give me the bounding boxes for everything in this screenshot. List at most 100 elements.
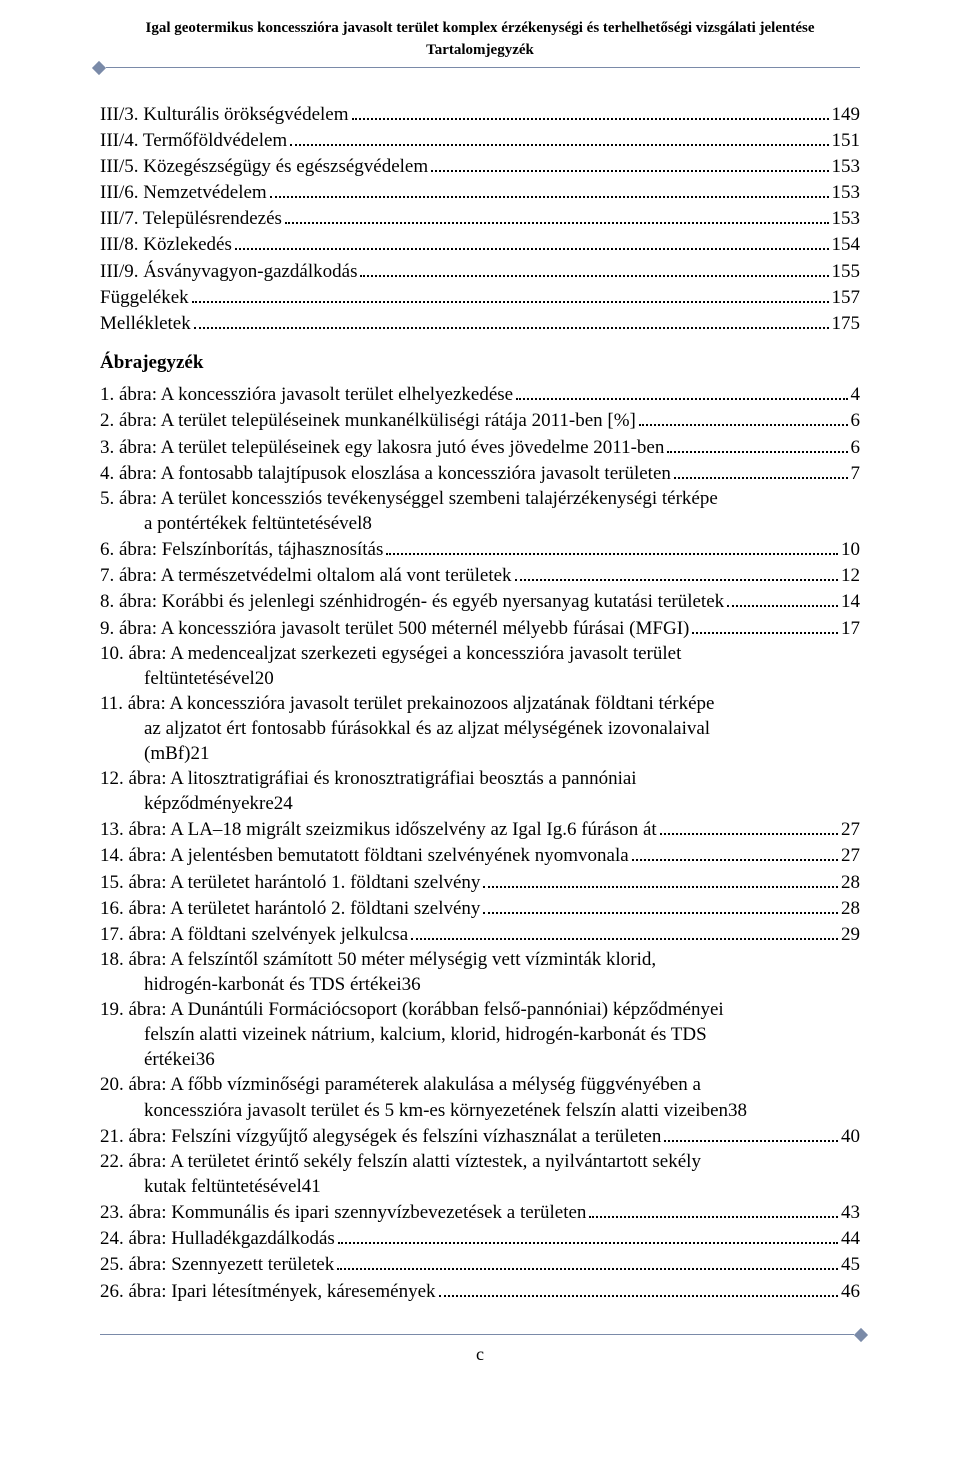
dot-leader xyxy=(639,407,848,426)
toc-entry: III/9. Ásványvagyon-gazdálkodás 155 xyxy=(100,258,860,284)
figure-entry-label: 15. ábra: A területet harántoló 1. földt… xyxy=(100,870,480,895)
figure-entry-label: 1. ábra: A koncesszióra javasolt terület… xyxy=(100,382,513,407)
figure-entry-page: 36 xyxy=(402,972,421,997)
figure-entry-page: 40 xyxy=(841,1124,860,1149)
figure-entry: 4. ábra: A fontosabb talajtípusok eloszl… xyxy=(100,460,860,486)
figure-entry: 26. ábra: Ipari létesítmények, káresemén… xyxy=(100,1277,860,1303)
toc-entry: III/7. Településrendezés 153 xyxy=(100,205,860,231)
dot-leader xyxy=(632,842,838,861)
toc-entry-label: III/5. Közegészségügy és egészségvédelem xyxy=(100,154,428,179)
toc-entry: Függelékek157 xyxy=(100,284,860,310)
toc-entry-label: III/8. Közlekedés xyxy=(100,232,232,257)
figure-entry-page: 6 xyxy=(851,408,861,433)
figure-entry-page: 43 xyxy=(841,1200,860,1225)
toc-entry-page: 151 xyxy=(832,128,861,153)
toc-entry-page: 155 xyxy=(832,259,861,284)
figure-entry-page: 27 xyxy=(841,817,860,842)
figure-entry-lastline: kutak feltüntetésével41 xyxy=(100,1174,860,1199)
dot-leader xyxy=(270,179,829,198)
figure-entry-label: 3. ábra: A terület településeinek egy la… xyxy=(100,435,664,460)
toc-figure-list: 1. ábra: A koncesszióra javasolt terület… xyxy=(100,381,860,1304)
toc-entry-page: 153 xyxy=(832,154,861,179)
toc-entry-page: 154 xyxy=(832,232,861,257)
dot-leader xyxy=(660,816,838,835)
figure-entry: 12. ábra: A litosztratigráfiai és kronos… xyxy=(100,766,860,816)
figure-entry-label: 6. ábra: Felszínborítás, tájhasznosítás xyxy=(100,537,383,562)
figure-entry-page: 8 xyxy=(362,511,372,536)
figure-entry-label: 11. ábra: A koncesszióra javasolt terüle… xyxy=(100,691,860,716)
figure-entry-page: 21 xyxy=(190,741,209,766)
page-header: Igal geotermikus koncesszióra javasolt t… xyxy=(100,18,860,61)
dot-leader xyxy=(692,614,838,633)
dot-leader xyxy=(483,895,838,914)
toc-entry-page: 175 xyxy=(832,311,861,336)
figure-entry-label: 13. ábra: A LA–18 migrált szeizmikus idő… xyxy=(100,817,657,842)
figure-entry-page: 28 xyxy=(841,870,860,895)
toc-entry-label: III/4. Termőföldvédelem xyxy=(100,128,287,153)
dot-leader xyxy=(192,284,829,303)
figure-entry: 2. ábra: A terület településeinek munkan… xyxy=(100,407,860,433)
figure-entry-page: 20 xyxy=(255,666,274,691)
dot-leader xyxy=(386,536,838,555)
header-subtitle: Tartalomjegyzék xyxy=(100,40,860,60)
figure-entry-label: 22. ábra: A területet érintő sekély fels… xyxy=(100,1149,860,1174)
figure-entry: 21. ábra: Felszíni vízgyűjtő alegységek … xyxy=(100,1123,860,1149)
toc-entry: III/6. Nemzetvédelem153 xyxy=(100,179,860,205)
figure-entry-page: 46 xyxy=(841,1279,860,1304)
figure-entry-page: 28 xyxy=(841,896,860,921)
figure-entry-label: 21. ábra: Felszíni vízgyűjtő alegységek … xyxy=(100,1124,661,1149)
figure-entry-page: 29 xyxy=(841,922,860,947)
document-page: Igal geotermikus koncesszióra javasolt t… xyxy=(0,0,960,1459)
figure-entry-label: 20. ábra: A főbb vízminőségi paraméterek… xyxy=(100,1072,860,1097)
figure-entry: 5. ábra: A terület koncessziós tevékenys… xyxy=(100,486,860,536)
dot-leader xyxy=(483,869,838,888)
figure-entry-label: 23. ábra: Kommunális és ipari szennyvízb… xyxy=(100,1200,586,1225)
figure-entry-label: 2. ábra: A terület településeinek munkan… xyxy=(100,408,636,433)
figure-entry: 18. ábra: A felszíntől számított 50 méte… xyxy=(100,947,860,997)
figure-entry-label: 24. ábra: Hulladékgazdálkodás xyxy=(100,1226,335,1251)
figure-entry: 8. ábra: Korábbi és jelenlegi szénhidrog… xyxy=(100,588,860,614)
dot-leader xyxy=(516,381,847,400)
figure-entry: 22. ábra: A területet érintő sekély fels… xyxy=(100,1149,860,1199)
figure-entry-label: 9. ábra: A koncesszióra javasolt terület… xyxy=(100,616,689,641)
toc-entry-label: III/9. Ásványvagyon-gazdálkodás xyxy=(100,259,357,284)
figure-entry-lastline: koncesszióra javasolt terület és 5 km-es… xyxy=(100,1098,860,1123)
figure-entry-page: 6 xyxy=(851,435,861,460)
dot-leader xyxy=(664,1123,838,1142)
figure-entry: 25. ábra: Szennyezett területek45 xyxy=(100,1251,860,1277)
figure-entry: 11. ábra: A koncesszióra javasolt terüle… xyxy=(100,691,860,766)
figure-entry: 20. ábra: A főbb vízminőségi paraméterek… xyxy=(100,1072,860,1122)
figure-entry-label: 26. ábra: Ipari létesítmények, káresemén… xyxy=(100,1279,436,1304)
figure-entry: 16. ábra: A területet harántoló 2. földt… xyxy=(100,895,860,921)
toc-entry-label: Mellékletek xyxy=(100,311,191,336)
figure-entry-lastline: a pontértékek feltüntetésével8 xyxy=(100,511,860,536)
dot-leader xyxy=(411,921,838,940)
figure-entry-page: 7 xyxy=(851,461,861,486)
figure-entry-page: 24 xyxy=(274,791,293,816)
header-divider xyxy=(100,67,860,73)
toc-entry-label: III/7. Településrendezés xyxy=(100,206,282,231)
toc-entry: III/3. Kulturális örökségvédelem149 xyxy=(100,101,860,127)
figure-entry: 14. ábra: A jelentésben bemutatott földt… xyxy=(100,842,860,868)
figure-entry: 13. ábra: A LA–18 migrált szeizmikus idő… xyxy=(100,816,860,842)
figure-entry-continuation: az aljzatot ért fontosabb fúrásokkal és … xyxy=(100,716,860,741)
figure-entry-continuation: hidrogén-karbonát és TDS értékei xyxy=(144,972,402,997)
figure-entry-label: 16. ábra: A területet harántoló 2. földt… xyxy=(100,896,480,921)
figure-entry: 6. ábra: Felszínborítás, tájhasznosítás1… xyxy=(100,536,860,562)
dot-leader xyxy=(352,101,829,120)
figure-entry-label: 14. ábra: A jelentésben bemutatott földt… xyxy=(100,843,629,868)
figure-entry-label: 8. ábra: Korábbi és jelenlegi szénhidrog… xyxy=(100,589,724,614)
toc-entry-page: 149 xyxy=(832,102,861,127)
figure-entry-lastline: képződményekre24 xyxy=(100,791,860,816)
header-title: Igal geotermikus koncesszióra javasolt t… xyxy=(100,18,860,38)
toc-entry-page: 153 xyxy=(832,206,861,231)
figure-entry-label: 18. ábra: A felszíntől számított 50 méte… xyxy=(100,947,860,972)
toc-entry-label: III/6. Nemzetvédelem xyxy=(100,180,267,205)
figure-entry-label: 7. ábra: A természetvédelmi oltalom alá … xyxy=(100,563,512,588)
figure-entry-label: 19. ábra: A Dunántúli Formációcsoport (k… xyxy=(100,997,860,1022)
page-number: c xyxy=(100,1344,860,1365)
footer-divider xyxy=(100,1334,860,1340)
figure-entry-continuation: felszín alatti vizeinek nátrium, kalcium… xyxy=(100,1022,860,1047)
toc-chapter-list: III/3. Kulturális örökségvédelem149III/4… xyxy=(100,101,860,337)
figure-entry-label: 17. ábra: A földtani szelvények jelkulcs… xyxy=(100,922,408,947)
